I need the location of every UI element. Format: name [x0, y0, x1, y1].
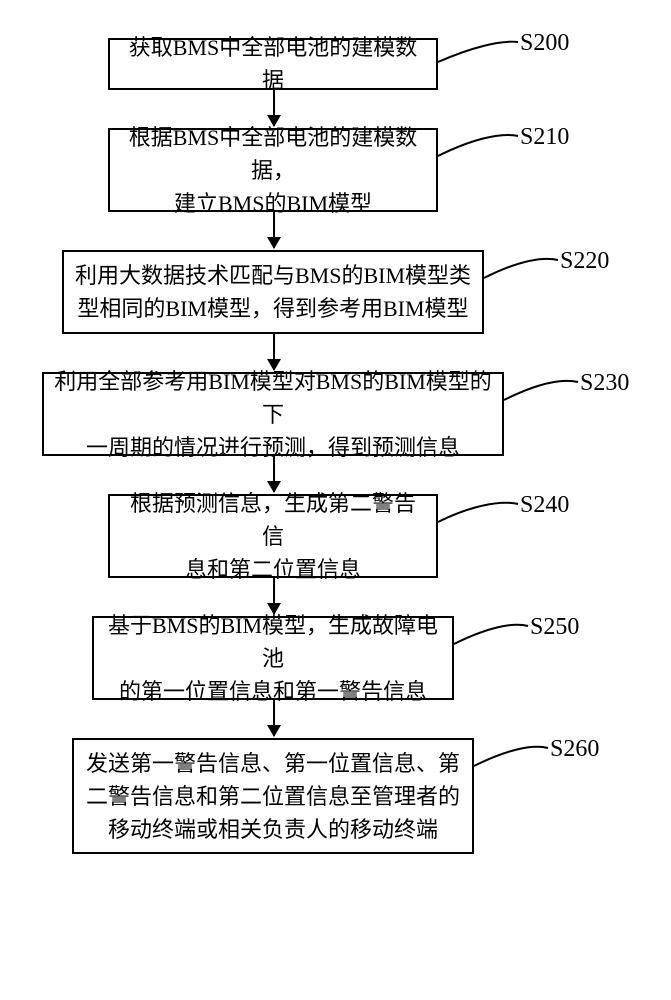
step-label-S260: S260: [550, 736, 599, 763]
flow-node-n0: 获取BMS中全部电池的建模数据: [108, 38, 438, 90]
arrow-n2-n3: [273, 334, 275, 370]
connector-n0: [438, 42, 518, 62]
flow-node-n3: 利用全部参考用BIM模型对BMS的BIM模型的下 一周期的情况进行预测，得到预测…: [42, 372, 504, 456]
arrow-n5-n6: [273, 700, 275, 736]
flow-node-n1: 根据BMS中全部电池的建模数据， 建立BMS的BIM模型: [108, 128, 438, 212]
flow-node-text: 基于BMS的BIM模型，生成故障电池 的第一位置信息和第一警告信息: [104, 609, 442, 708]
flow-node-text: 根据BMS中全部电池的建模数据， 建立BMS的BIM模型: [120, 121, 426, 220]
connector-n2: [484, 259, 558, 278]
arrow-n1-n2: [273, 212, 275, 248]
flow-node-n5: 基于BMS的BIM模型，生成故障电池 的第一位置信息和第一警告信息: [92, 616, 454, 700]
step-label-S230: S230: [580, 370, 629, 397]
arrow-n3-n4: [273, 456, 275, 492]
arrow-n0-n1: [273, 90, 275, 126]
flowchart-container: 获取BMS中全部电池的建模数据 S200 根据BMS中全部电池的建模数据， 建立BM…: [0, 0, 671, 1000]
flow-node-n4: 根据预测信息，生成第二警告信 息和第二位置信息: [108, 494, 438, 578]
step-label-S210: S210: [520, 124, 569, 151]
step-label-S220: S220: [560, 248, 609, 275]
connector-n4: [438, 503, 518, 522]
step-label-S200: S200: [520, 30, 569, 57]
flow-node-text: 发送第一警告信息、第一位置信息、第 二警告信息和第二位置信息至管理者的 移动终端…: [86, 747, 460, 846]
flow-node-text: 根据预测信息，生成第二警告信 息和第二位置信息: [120, 487, 426, 586]
flow-node-text: 利用大数据技术匹配与BMS的BIM模型类 型相同的BIM模型，得到参考用BIM模…: [75, 259, 471, 325]
connector-n5: [454, 625, 528, 644]
arrow-n4-n5: [273, 578, 275, 614]
step-label-S250: S250: [530, 614, 579, 641]
flow-node-n2: 利用大数据技术匹配与BMS的BIM模型类 型相同的BIM模型，得到参考用BIM模…: [62, 250, 484, 334]
step-label-S240: S240: [520, 492, 569, 519]
connector-n1: [438, 135, 518, 156]
flow-node-n6: 发送第一警告信息、第一位置信息、第 二警告信息和第二位置信息至管理者的 移动终端…: [72, 738, 474, 854]
connector-n3: [504, 381, 578, 400]
flow-node-text: 利用全部参考用BIM模型对BMS的BIM模型的下 一周期的情况进行预测，得到预测…: [54, 365, 492, 464]
connector-n6: [474, 747, 548, 766]
flow-node-text: 获取BMS中全部电池的建模数据: [120, 31, 426, 97]
